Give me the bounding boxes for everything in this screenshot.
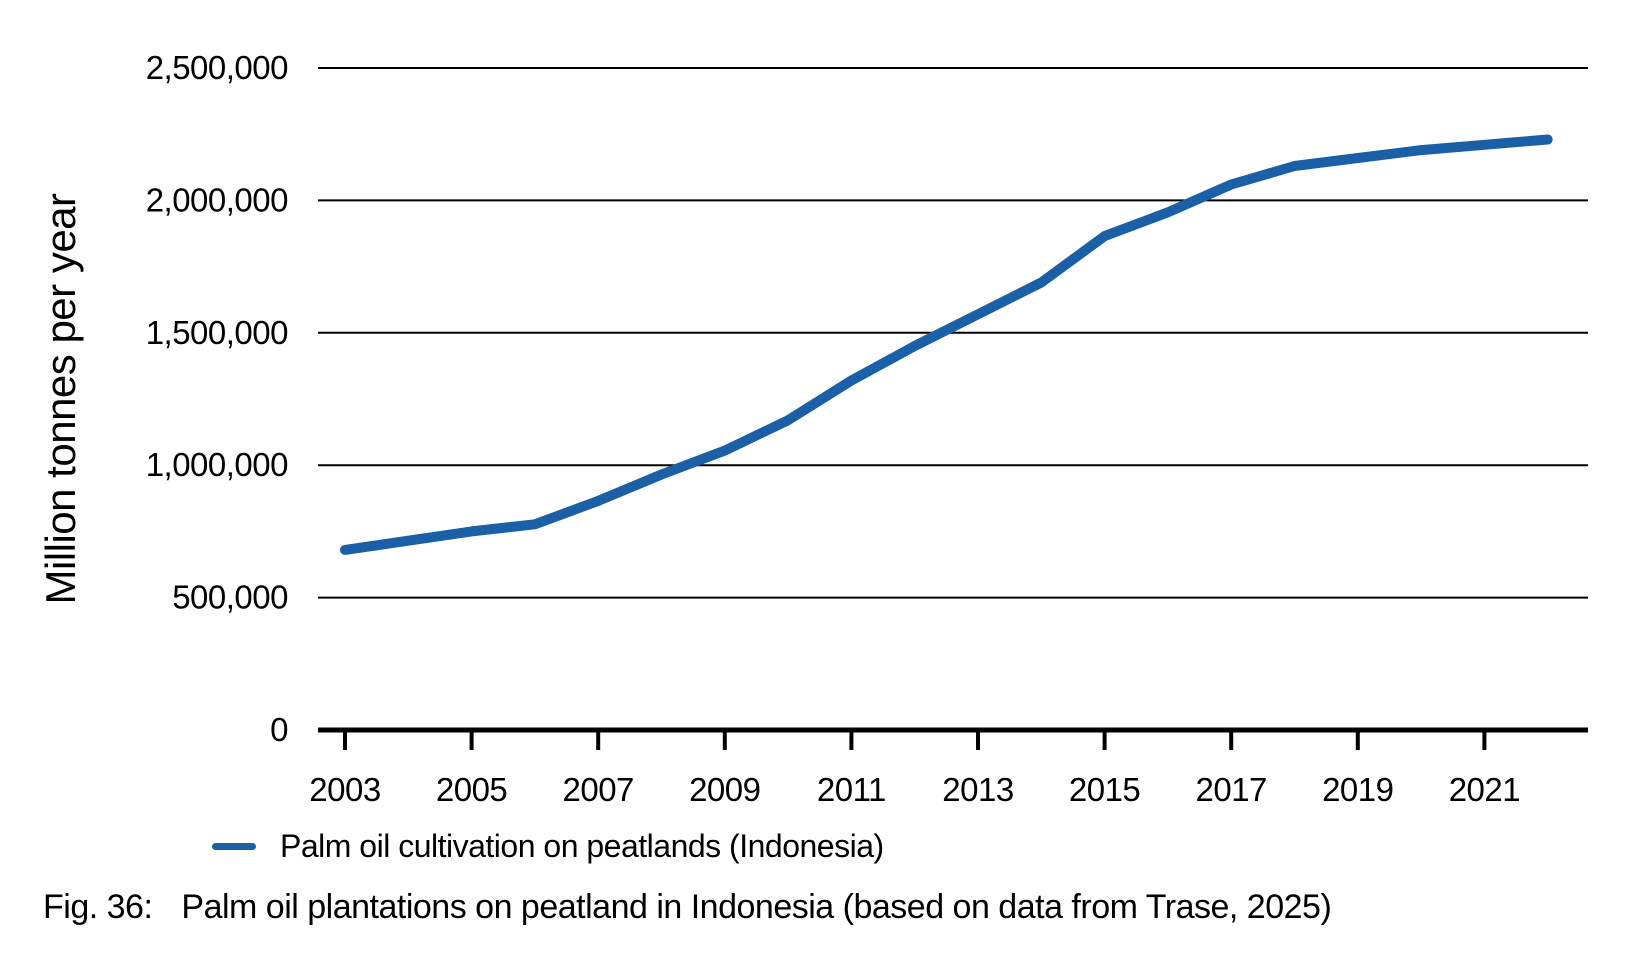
y-tick-label-500000: 500,000	[172, 579, 288, 616]
x-tick-label-2005: 2005	[436, 771, 507, 808]
chart-svg: 0 500,000 1,000,000 1,500,000 2,000,000 2,500…	[37, 49, 1588, 808]
x-tick-label-2019: 2019	[1322, 771, 1393, 808]
x-tick-label-2013: 2013	[942, 771, 1013, 808]
x-tick-label-2015: 2015	[1069, 771, 1140, 808]
x-tick-label-2009: 2009	[689, 771, 760, 808]
y-tick-label-2000000: 2,000,000	[146, 181, 288, 218]
legend: Palm oil cultivation on peatlands (Indon…	[212, 828, 884, 864]
x-tick-label-2003: 2003	[309, 771, 380, 808]
y-tick-label-0: 0	[270, 711, 288, 748]
figure-number: Fig. 36:	[43, 888, 153, 926]
legend-label: Palm oil cultivation on peatlands (Indon…	[280, 827, 884, 864]
x-tick-label-2007: 2007	[562, 771, 633, 808]
y-tick-label-1500000: 1,500,000	[146, 314, 288, 351]
series-line-palm-oil	[340, 134, 1553, 555]
y-axis-title: Million tonnes per year	[37, 193, 84, 605]
x-tick-label-2017: 2017	[1195, 771, 1266, 808]
x-tick-label-2011: 2011	[817, 771, 886, 808]
legend-line-swatch	[212, 842, 256, 850]
y-tick-label-2500000: 2,500,000	[146, 49, 288, 86]
x-tick-label-2021: 2021	[1449, 771, 1520, 808]
y-tick-label-1000000: 1,000,000	[146, 446, 288, 483]
figure-caption: Fig. 36: Palm oil plantations on peatland…	[43, 888, 1332, 927]
caption-text: Palm oil plantations on peatland in Indo…	[181, 888, 1332, 926]
